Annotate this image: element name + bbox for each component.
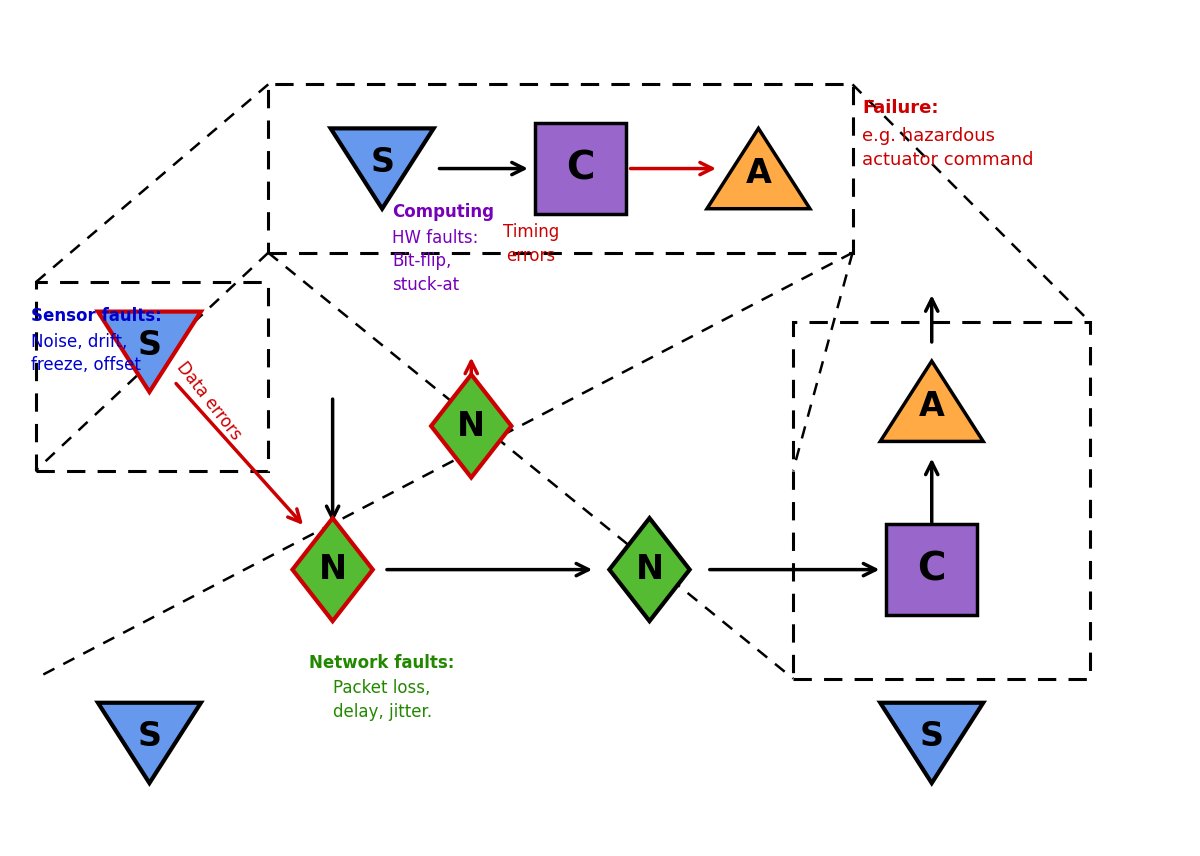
Text: HW faults:
Bit-flip,
stuck-at: HW faults: Bit-flip, stuck-at	[392, 229, 479, 294]
Text: A: A	[919, 389, 944, 423]
Text: N: N	[636, 553, 664, 586]
Polygon shape	[610, 518, 690, 621]
Text: Computing: Computing	[392, 203, 494, 221]
Text: Network faults:: Network faults:	[310, 654, 455, 672]
Polygon shape	[881, 703, 983, 783]
Polygon shape	[293, 518, 373, 621]
Text: C: C	[918, 550, 946, 589]
Polygon shape	[707, 128, 810, 209]
Text: Sensor faults:: Sensor faults:	[30, 307, 161, 325]
Bar	[887, 524, 977, 615]
Polygon shape	[431, 375, 511, 478]
Text: S: S	[138, 721, 162, 753]
Text: S: S	[138, 330, 162, 362]
Polygon shape	[98, 312, 200, 392]
Text: Packet loss,
delay, jitter.: Packet loss, delay, jitter.	[332, 680, 432, 721]
Text: Timing
errors: Timing errors	[503, 223, 559, 265]
Polygon shape	[881, 361, 983, 442]
Polygon shape	[331, 128, 433, 209]
Text: S: S	[370, 146, 394, 179]
Text: Failure:: Failure:	[863, 99, 938, 117]
Text: S: S	[919, 721, 943, 753]
Polygon shape	[98, 703, 200, 783]
Text: N: N	[457, 409, 485, 443]
Text: Data errors: Data errors	[173, 359, 245, 444]
Bar	[535, 123, 625, 214]
Text: A: A	[745, 157, 772, 190]
Text: Noise, drift,
freeze, offset: Noise, drift, freeze, offset	[30, 333, 140, 374]
Text: C: C	[566, 150, 594, 187]
Text: e.g. hazardous
actuator command: e.g. hazardous actuator command	[863, 127, 1034, 169]
Text: N: N	[318, 553, 347, 586]
